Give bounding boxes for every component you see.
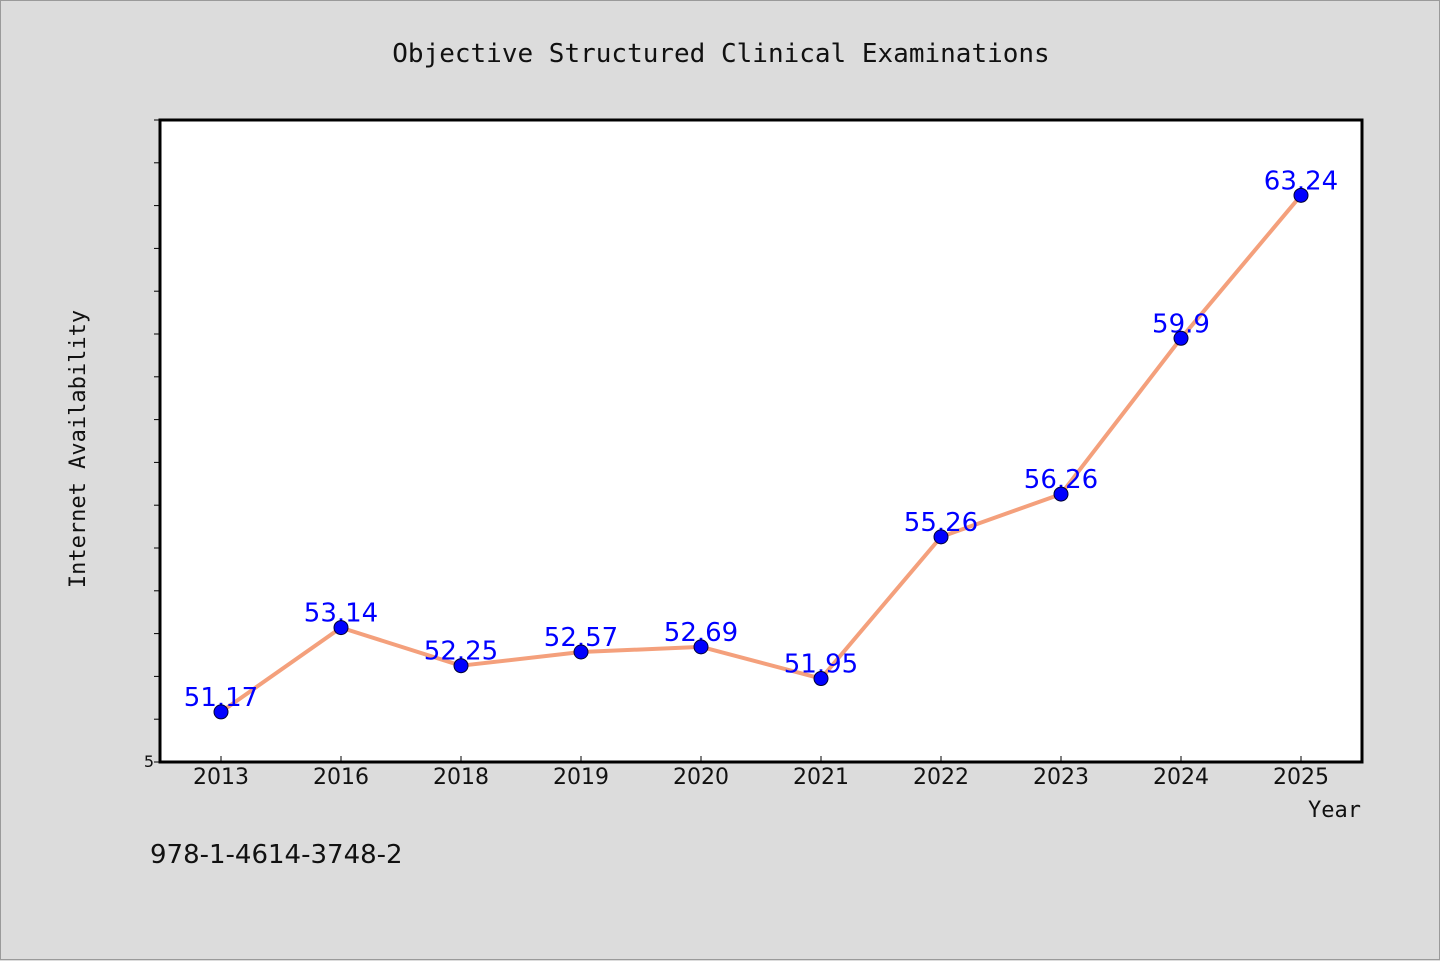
x-tick-label: 2020: [673, 765, 729, 790]
x-tick-label: 2013: [193, 765, 249, 790]
data-point: [813, 671, 829, 687]
data-point: [213, 704, 229, 720]
isbn-footer: 978-1-4614-3748-2: [150, 840, 403, 870]
x-tick-label: 2019: [553, 765, 609, 790]
chart-title: Objective Structured Clinical Examinatio…: [392, 39, 1049, 69]
x-tick-label: 2018: [433, 765, 489, 790]
data-point: [1173, 330, 1189, 346]
x-tick-label: 2022: [913, 765, 969, 790]
data-point: [693, 639, 709, 655]
y-tick-label: 5: [144, 752, 154, 771]
y-axis-ticks: [154, 119, 160, 763]
x-axis-ticks: 2013 2016 2018 2019 2020 2021 2022 2023 2024 2025: [193, 756, 1329, 790]
x-tick-label: 2016: [313, 765, 369, 790]
x-tick-label: 2021: [793, 765, 849, 790]
series-line: [219, 193, 1303, 714]
x-axis-label: Year: [1308, 798, 1361, 823]
data-point: [1053, 486, 1069, 502]
x-tick-label: 2025: [1273, 765, 1329, 790]
x-tick-label: 2023: [1033, 765, 1089, 790]
data-point: [1293, 187, 1309, 203]
data-point: [573, 644, 589, 660]
data-point: [933, 529, 949, 545]
plot-area: [158, 118, 1364, 764]
data-point: [453, 658, 469, 674]
x-tick-label: 2024: [1153, 765, 1209, 790]
y-axis-label: Internet Availability: [66, 310, 91, 588]
data-point: [333, 620, 349, 636]
